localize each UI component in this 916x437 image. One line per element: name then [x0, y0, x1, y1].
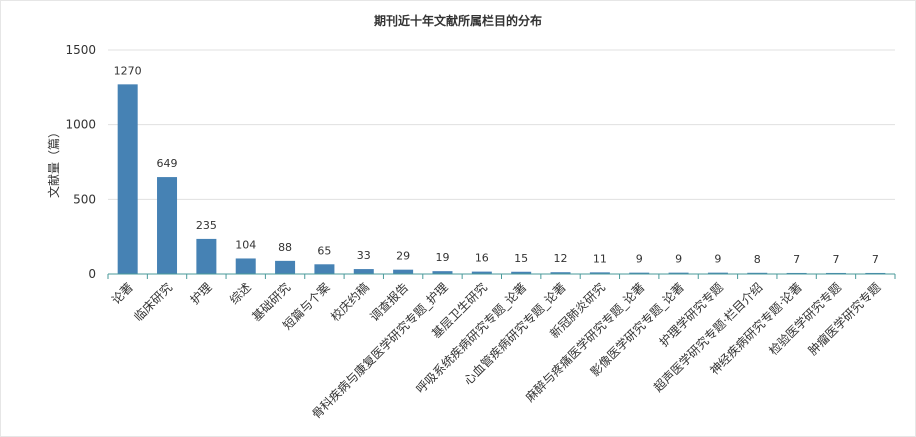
x-tick-label: 检验医学研究专题: [766, 280, 844, 358]
data-label: 19: [435, 251, 449, 264]
gridlines: [108, 49, 895, 200]
bars: [117, 84, 886, 274]
data-label: 33: [357, 249, 371, 262]
data-label: 7: [832, 253, 839, 266]
x-tick-label: 综述: [227, 280, 254, 307]
x-tick-label: 论著: [109, 280, 136, 307]
bar: [511, 271, 532, 274]
bar: [196, 238, 217, 274]
y-tick-label: 0: [88, 267, 96, 281]
y-axis-ticks: 0 500 1000 1500: [65, 43, 96, 281]
data-label: 1270: [114, 64, 142, 77]
bar: [353, 269, 374, 274]
x-tick-label: 校庆约稿: [327, 280, 372, 325]
bar: [235, 258, 256, 274]
bar: [550, 272, 571, 274]
data-label: 8: [754, 253, 761, 266]
x-tick-label: 临床研究: [131, 280, 176, 325]
y-tick-label: 1500: [65, 43, 96, 57]
x-tick-label: 护理: [188, 280, 215, 307]
data-label: 235: [196, 219, 217, 232]
data-label: 9: [675, 253, 682, 266]
data-label: 649: [157, 157, 178, 170]
chart-title: 期刊近十年文献所属栏目的分布: [374, 13, 542, 28]
bar: [471, 271, 492, 274]
x-tick-label: 肿瘤医学研究专题: [805, 280, 883, 358]
data-labels: 1270 649 235 104 88 65 33 29 19 16 15 12 11 9 9 9 8 7 7 7: [114, 64, 879, 266]
bar: [314, 264, 335, 274]
bar: [393, 269, 414, 274]
data-label: 7: [872, 253, 879, 266]
bar: [117, 84, 138, 274]
bar: [432, 271, 453, 274]
data-label: 11: [593, 252, 607, 265]
data-label: 9: [714, 253, 721, 266]
data-label: 88: [278, 241, 292, 254]
bar: [157, 177, 178, 274]
bar: [707, 272, 728, 274]
data-label: 7: [793, 253, 800, 266]
data-label: 9: [636, 253, 643, 266]
data-label: 65: [317, 244, 331, 257]
data-label: 15: [514, 252, 528, 265]
bar: [629, 272, 650, 274]
data-label: 29: [396, 250, 410, 263]
bar: [275, 260, 296, 274]
bar: [786, 272, 807, 274]
bar: [668, 272, 689, 274]
data-label: 16: [475, 252, 489, 265]
bar: [865, 272, 886, 274]
y-tick-label: 1000: [65, 118, 96, 132]
y-tick-label: 500: [73, 192, 96, 206]
bar: [825, 272, 846, 274]
y-axis-label: 文献量（篇）: [46, 126, 61, 198]
bar: [747, 272, 768, 274]
data-label: 12: [554, 252, 568, 265]
bar: [589, 272, 610, 274]
data-label: 104: [235, 238, 256, 251]
